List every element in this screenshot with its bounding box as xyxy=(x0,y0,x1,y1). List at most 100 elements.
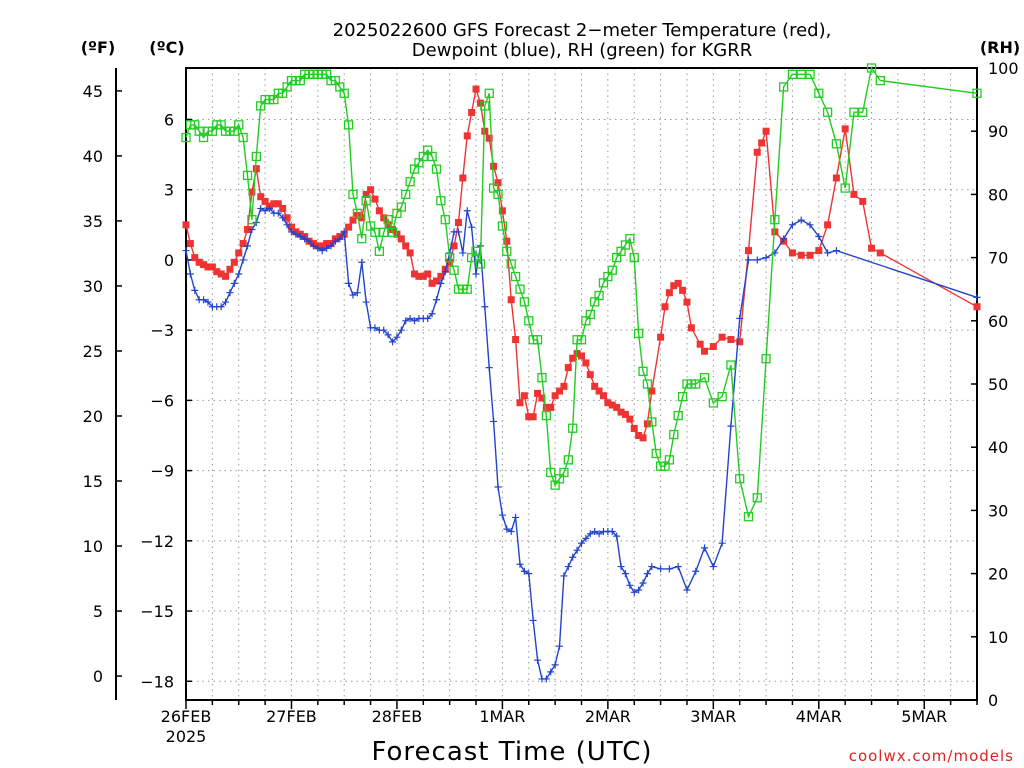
dewpoint-point xyxy=(498,511,506,519)
dewpoint-point xyxy=(516,560,524,568)
temperature-point xyxy=(367,186,375,194)
temperature-point xyxy=(362,190,370,198)
temperature-point xyxy=(626,415,634,423)
rh-point xyxy=(858,107,868,117)
dewpoint-point xyxy=(626,581,634,589)
dewpoint-point xyxy=(556,642,564,650)
rh-point xyxy=(735,474,745,484)
rh-point xyxy=(348,189,358,200)
dewpoint-point xyxy=(261,207,269,215)
temperature-point xyxy=(630,424,638,432)
c-tick-label: 3 xyxy=(164,181,174,200)
temperature-point xyxy=(534,389,542,397)
rh-point xyxy=(849,107,859,117)
dewpoint-point xyxy=(441,268,449,276)
dewpoint-point xyxy=(235,270,243,278)
dewpoint-point xyxy=(542,675,550,683)
temperature-point xyxy=(687,324,695,332)
rh-point xyxy=(506,259,516,269)
temperature-point xyxy=(657,333,665,341)
temperature-point xyxy=(490,162,498,170)
dewpoint-point xyxy=(279,214,287,222)
dewpoint-point xyxy=(397,326,405,334)
rh-point xyxy=(449,265,459,275)
rh-point xyxy=(493,189,503,200)
temperature-point xyxy=(564,364,572,372)
f-tick-label: 0 xyxy=(93,667,103,686)
dewpoint-point xyxy=(287,228,295,236)
temperature-point xyxy=(665,289,673,297)
temperature-point xyxy=(648,387,656,395)
x-tick-label: 1MAR xyxy=(479,707,525,726)
c-tick-label: −15 xyxy=(140,602,174,621)
dewpoint-point xyxy=(797,216,805,224)
rh-point xyxy=(510,271,521,282)
x-tick-label: 5MAR xyxy=(901,707,947,726)
temperature-point xyxy=(621,410,629,418)
rh-point xyxy=(497,221,508,231)
temperature-point xyxy=(832,174,840,182)
rh-point xyxy=(607,265,617,275)
dewpoint-point xyxy=(569,553,577,561)
temperature-point xyxy=(270,200,278,208)
dewpoint-point xyxy=(481,303,489,311)
dewpoint-point xyxy=(222,298,230,306)
rh-point xyxy=(840,183,850,193)
rh-point xyxy=(673,410,683,421)
dewpoint-point xyxy=(336,235,344,243)
temperature-point xyxy=(323,240,331,248)
dewpoint-point xyxy=(314,244,322,252)
dewpoint-point xyxy=(384,331,392,339)
temperature-point xyxy=(371,195,379,203)
dewpoint-point xyxy=(591,527,599,535)
rh-point xyxy=(699,373,710,383)
rh-point xyxy=(805,69,815,79)
dewpoint-point xyxy=(701,544,709,552)
rh-point xyxy=(238,132,248,143)
temperature-point xyxy=(744,247,752,255)
temperature-point xyxy=(595,387,603,395)
rh-point xyxy=(726,360,736,370)
rh-point xyxy=(383,215,393,225)
temperature-point xyxy=(503,237,511,245)
temperature-point xyxy=(635,431,643,439)
dewpoint-point xyxy=(824,249,832,257)
rh-point xyxy=(743,512,754,522)
temperature-point xyxy=(547,403,555,411)
f-tick-label: 45 xyxy=(83,82,103,101)
temperature-point xyxy=(261,197,269,205)
rh-point xyxy=(677,391,688,402)
temperature-point xyxy=(525,413,533,421)
temperature-point xyxy=(235,249,243,257)
x-tick-label: 27FEB xyxy=(266,707,317,726)
rh-point xyxy=(234,120,244,130)
temperature-point xyxy=(758,139,766,147)
temperature-point xyxy=(696,340,704,348)
dewpoint-point xyxy=(534,656,542,664)
chart-title: 2025022600 GFS Forecast 2−meter Temperat… xyxy=(333,20,832,41)
tick-labels: 051015202530354045−18−15−12−9−6−30360102… xyxy=(83,59,1019,746)
temperature-point xyxy=(718,333,726,341)
dewpoint-point xyxy=(788,221,796,229)
rh-point xyxy=(822,107,833,117)
dewpoint-point xyxy=(459,249,467,257)
rh-point xyxy=(374,246,385,256)
temperature-point xyxy=(468,108,476,116)
dewpoint-point xyxy=(595,530,603,538)
rh-point xyxy=(559,467,569,478)
dewpoint-point xyxy=(490,417,498,425)
dewpoint-point xyxy=(639,579,647,587)
temperature-point xyxy=(384,221,392,229)
f-tick-label: 35 xyxy=(83,212,103,231)
dewpoint-point xyxy=(191,286,199,294)
temperature-point xyxy=(560,382,568,390)
temperature-point xyxy=(208,263,216,271)
dewpoint-point xyxy=(402,317,410,325)
rh-tick-label: 80 xyxy=(988,185,1008,204)
dewpoint-point xyxy=(301,235,309,243)
rh-point xyxy=(519,297,530,307)
rh-point xyxy=(361,196,371,206)
rh-point xyxy=(796,69,806,79)
dewpoint-point xyxy=(512,513,520,521)
left-f-axis-label: (ºF) xyxy=(81,38,116,57)
